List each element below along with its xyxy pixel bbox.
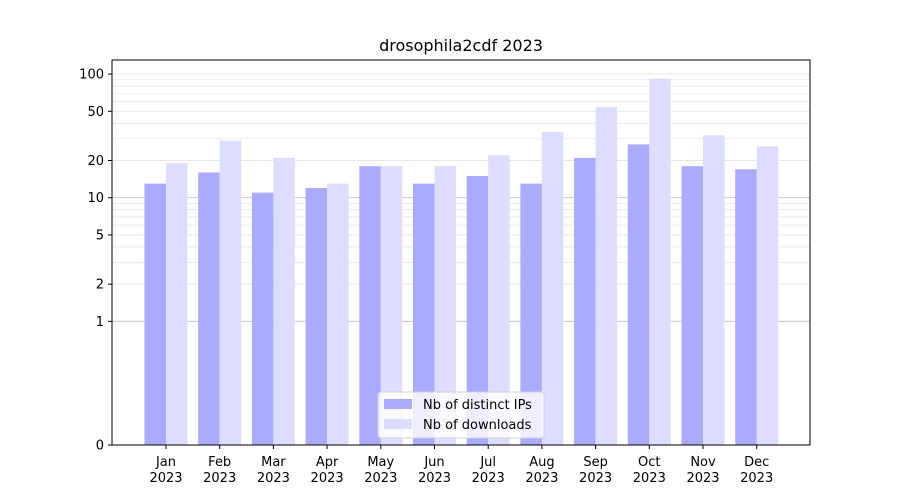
x-tick-label-month: Jan (155, 455, 176, 470)
bar-downloads (327, 183, 349, 445)
bar-downloads (649, 78, 671, 445)
bar-distinct-ips (251, 192, 274, 445)
x-tick-label-month: Dec (744, 455, 769, 470)
x-tick-label-year: 2023 (686, 471, 719, 486)
bar-distinct-ips (413, 183, 435, 445)
legend-swatch-distinct-ips (384, 399, 412, 409)
legend-box (377, 391, 545, 439)
x-tick-label-month: Apr (316, 455, 339, 470)
y-tick-label: 5 (96, 228, 104, 243)
bar-distinct-ips (359, 166, 381, 445)
bar-downloads (756, 146, 779, 445)
x-tick-label-month: Oct (638, 455, 660, 470)
x-tick-label-month: Mar (261, 455, 286, 470)
bar-distinct-ips (305, 187, 328, 445)
bar-downloads (380, 166, 403, 445)
bars (144, 78, 779, 446)
x-tick-label-month: Nov (690, 455, 716, 470)
x-tick-label-year: 2023 (149, 471, 182, 486)
bar-distinct-ips (735, 169, 757, 445)
x-tick-label-year: 2023 (257, 471, 290, 486)
bar-downloads (595, 107, 618, 445)
legend-label-downloads: Nb of downloads (423, 418, 532, 433)
x-tick-label-month: Sep (583, 455, 608, 470)
x-tick-label-year: 2023 (579, 471, 612, 486)
bar-distinct-ips (198, 172, 220, 446)
legend: Nb of distinct IPs Nb of downloads (377, 391, 545, 439)
x-tick-label-year: 2023 (311, 471, 344, 486)
plot-frame (111, 59, 811, 446)
x-tick-label-year: 2023 (203, 471, 236, 486)
y-tick-label: 1 (96, 315, 104, 330)
chart-title: drosophila2cdf 2023 (379, 36, 543, 55)
y-tick-label: 50 (87, 105, 104, 120)
y-tick-label: 100 (79, 68, 104, 83)
bar-distinct-ips (466, 175, 489, 445)
x-tick-label-year: 2023 (525, 471, 558, 486)
x-tick-label-year: 2023 (740, 471, 773, 486)
y-axis: 0 1 2 5 10 20 50 100 (79, 68, 112, 454)
bar-distinct-ips (520, 183, 542, 445)
x-axis: Jan2023Feb2023Mar2023Apr2023May2023Jun20… (149, 445, 773, 486)
x-tick-label-year: 2023 (418, 471, 451, 486)
x-tick-label-month: Jul (479, 455, 496, 470)
legend-label-distinct-ips: Nb of distinct IPs (423, 398, 532, 413)
y-tick-label: 2 (96, 278, 104, 293)
bar-downloads (488, 155, 510, 445)
x-tick-label-year: 2023 (633, 471, 666, 486)
bar-downloads (703, 135, 725, 445)
bar-distinct-ips (681, 166, 703, 445)
bar-downloads (166, 163, 188, 445)
x-tick-label-year: 2023 (364, 471, 397, 486)
bar-downloads (219, 140, 242, 445)
bar-downloads (541, 132, 564, 446)
x-tick-label-month: Jun (423, 455, 444, 470)
y-tick-label: 20 (87, 154, 104, 169)
bar-downloads (273, 157, 295, 446)
x-tick-label-month: Feb (208, 455, 231, 470)
bar-downloads (434, 166, 456, 445)
y-tick-label: 10 (87, 191, 104, 206)
x-tick-label-month: Aug (529, 455, 554, 470)
y-tick-label: 0 (96, 439, 104, 454)
x-tick-label-year: 2023 (472, 471, 505, 486)
bar-distinct-ips (627, 144, 650, 445)
legend-swatch-downloads (384, 419, 412, 429)
x-tick-label-month: May (367, 455, 394, 470)
bar-distinct-ips (144, 183, 166, 445)
bar-distinct-ips (574, 157, 596, 446)
